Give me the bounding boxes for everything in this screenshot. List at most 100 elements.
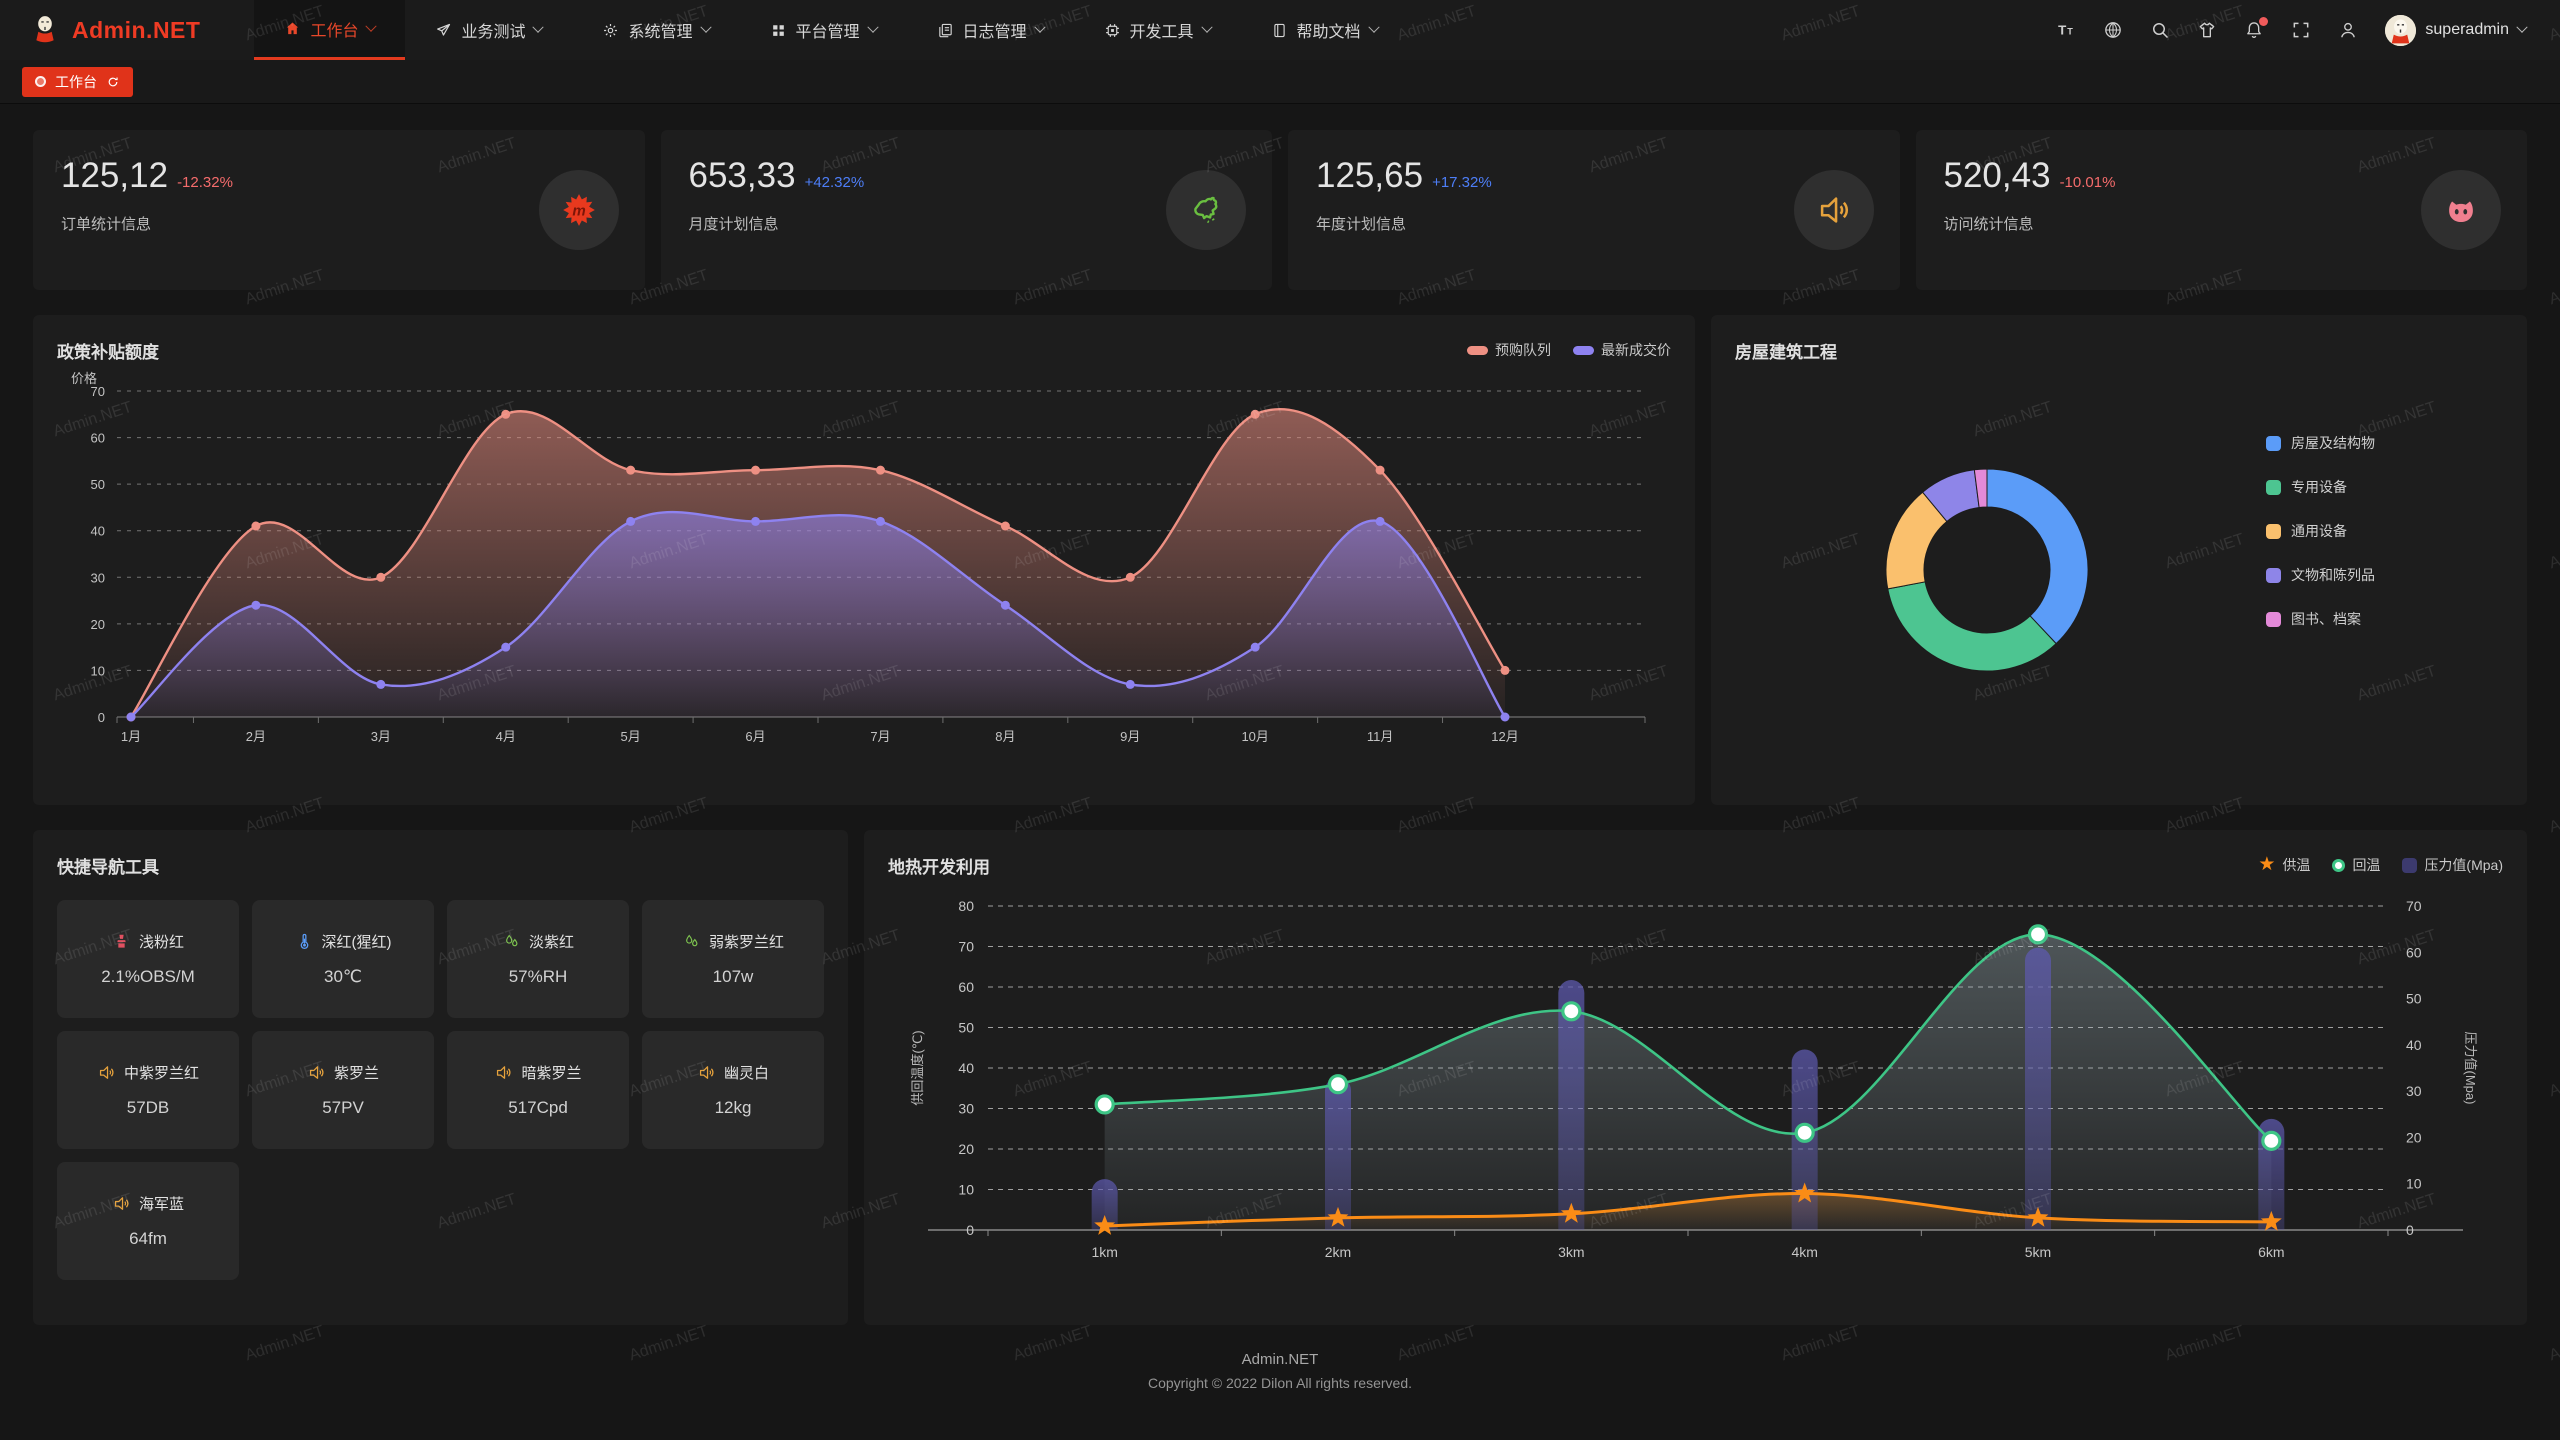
quick-nav-item-1[interactable]: 深红(猩红) 30℃ [252, 900, 434, 1018]
quick-nav-item-0[interactable]: 浅粉红 2.1%OBS/M [57, 900, 239, 1018]
menu-label: 业务测试 [461, 24, 526, 41]
quick-nav-item-3[interactable]: 弱紫罗兰红 107w [642, 900, 824, 1018]
quick-nav-item-4[interactable]: 中紫罗兰红 57DB [57, 1031, 239, 1149]
svg-text:80: 80 [958, 898, 974, 914]
pressure-bar-2[interactable] [1558, 980, 1585, 1230]
footer-copyright: Copyright © 2022 Dilon All rights reserv… [1148, 1375, 1412, 1391]
svg-text:6月: 6月 [745, 729, 765, 744]
star-marker-icon: ★ [2258, 854, 2276, 875]
tab-workbench[interactable]: 工作台 [22, 66, 133, 97]
legend-label: 专用设备 [2291, 479, 2347, 495]
svg-text:4km: 4km [1791, 1244, 1817, 1260]
svg-text:10: 10 [958, 1182, 974, 1198]
logo-text: Admin.NET [72, 16, 201, 43]
svg-text:T: T [2068, 27, 2074, 37]
stat-icon-circle [1793, 170, 1874, 250]
quick-nav-item-6[interactable]: 暗紫罗兰 517Cpd [447, 1031, 629, 1149]
stat-label: 订单统计信息 [61, 216, 152, 233]
gear-icon [604, 23, 618, 37]
menu-item-3[interactable]: 平台管理 [740, 0, 907, 60]
geothermal-mixed-chart[interactable]: 0 10 20 30 40 50 60 70 80 0 10 20 30 40 50 60 70 供回温度(℃) 压… [888, 880, 2503, 1298]
tool-bell-icon[interactable] [2244, 17, 2269, 40]
pressure-bar-4[interactable] [2025, 947, 2051, 1230]
geo-legend-item-0[interactable]: ★ 供温 [2258, 855, 2310, 875]
svg-text:9月: 9月 [1120, 729, 1140, 744]
notification-badge [2259, 17, 2269, 26]
geo-chart-legend: ★ 供温 回温 压力值(Mpa) [2258, 855, 2503, 875]
quick-nav-label: 淡紫红 [528, 934, 574, 951]
thermometer-icon [300, 933, 308, 950]
donut-legend-item-1[interactable]: 专用设备 [2266, 477, 2375, 497]
tool-theme-icon[interactable] [2197, 20, 2217, 40]
menu-item-1[interactable]: 业务测试 [405, 0, 572, 60]
user-menu[interactable]: superadmin [2385, 14, 2528, 46]
donut-legend-item-0[interactable]: 房屋及结构物 [2266, 433, 2375, 453]
stat-value: 125,12 [61, 156, 169, 195]
donut-slice-4[interactable] [1973, 468, 1988, 509]
stat-delta: +42.32% [804, 174, 865, 191]
quick-nav-item-8[interactable]: 海军蓝 64fm [57, 1162, 239, 1280]
svg-text:4月: 4月 [496, 729, 516, 744]
legend-marker [2266, 435, 2281, 451]
legend-item-1[interactable]: 最新成交价 [1573, 340, 1671, 360]
grid-icon [772, 24, 784, 36]
quick-nav-value: 2.1%OBS/M [101, 967, 195, 986]
chevron-down-icon [365, 20, 378, 32]
quick-nav-value: 30℃ [323, 967, 362, 986]
donut-legend-item-2[interactable]: 通用设备 [2266, 521, 2375, 541]
chevron-down-icon [1367, 21, 1380, 33]
menu-label: 日志管理 [962, 24, 1027, 41]
menu-item-4[interactable]: 日志管理 [907, 0, 1074, 60]
circle-marker-icon [2332, 858, 2346, 872]
menu-item-0[interactable]: 工作台 [254, 0, 406, 60]
speaker-icon [99, 1066, 114, 1079]
donut-slice-0[interactable] [1986, 468, 2089, 645]
geo-legend-item-1[interactable]: 回温 [2332, 855, 2380, 875]
quick-nav-item-2[interactable]: 淡紫红 57%RH [447, 900, 629, 1018]
quick-nav-item-7[interactable]: 幽灵白 12kg [642, 1031, 824, 1149]
svg-text:60: 60 [91, 431, 105, 446]
legend-label: 房屋及结构物 [2291, 435, 2375, 451]
legend-marker [2266, 611, 2281, 627]
chevron-down-icon [532, 21, 545, 33]
log-icon [938, 23, 952, 37]
donut-legend-item-4[interactable]: 图书、档案 [2266, 609, 2375, 629]
menu-item-2[interactable]: 系统管理 [572, 0, 739, 60]
menu-item-5[interactable]: 开发工具 [1074, 0, 1241, 60]
tab-bar: 工作台 [0, 60, 2560, 104]
app-logo[interactable]: Admin.NET [0, 0, 230, 60]
svg-text:50: 50 [2406, 991, 2422, 1007]
donut-slice-1[interactable] [1887, 581, 2057, 672]
bar-marker-icon [2402, 857, 2418, 873]
pressure-bar-1[interactable] [1325, 1077, 1351, 1230]
svg-text:0: 0 [966, 1222, 974, 1238]
tool-user-icon[interactable] [2338, 20, 2358, 40]
pressure-bar-0[interactable] [1091, 1179, 1118, 1230]
menu-item-6[interactable]: 帮助文档 [1241, 0, 1408, 60]
refresh-icon[interactable] [106, 75, 120, 89]
svg-text:10月: 10月 [1241, 729, 1268, 744]
svg-text:m: m [572, 203, 585, 220]
cat-logo-icon [2449, 201, 2473, 223]
svg-text:40: 40 [958, 1060, 974, 1076]
panel-quick-nav: 快捷导航工具 浅粉红 2.1%OBS/M 深红(猩红) 30℃ 淡紫红 57%RH 弱紫罗兰… [33, 830, 848, 1325]
svg-text:5月: 5月 [621, 729, 641, 744]
quick-nav-item-5[interactable]: 紫罗兰 57PV [252, 1031, 434, 1149]
svg-text:70: 70 [91, 384, 105, 399]
tool-fullscreen-icon[interactable] [2291, 20, 2311, 40]
donut-legend-item-3[interactable]: 文物和陈列品 [2266, 565, 2375, 585]
menu-label: 开发工具 [1129, 24, 1194, 41]
tool-search-icon[interactable] [2150, 20, 2170, 40]
legend-marker [1573, 345, 1594, 355]
svg-text:价格: 价格 [71, 371, 97, 386]
tool-language-icon[interactable] [2103, 20, 2123, 40]
svg-text:3km: 3km [1558, 1244, 1584, 1260]
legend-item-0[interactable]: 预购队列 [1467, 340, 1551, 360]
geo-legend-item-2[interactable]: 压力值(Mpa) [2402, 855, 2503, 875]
panel-title: 政策补贴额度 [57, 342, 159, 362]
svg-text:0: 0 [2406, 1222, 2414, 1238]
building-donut-chart[interactable] [1735, 365, 2503, 775]
